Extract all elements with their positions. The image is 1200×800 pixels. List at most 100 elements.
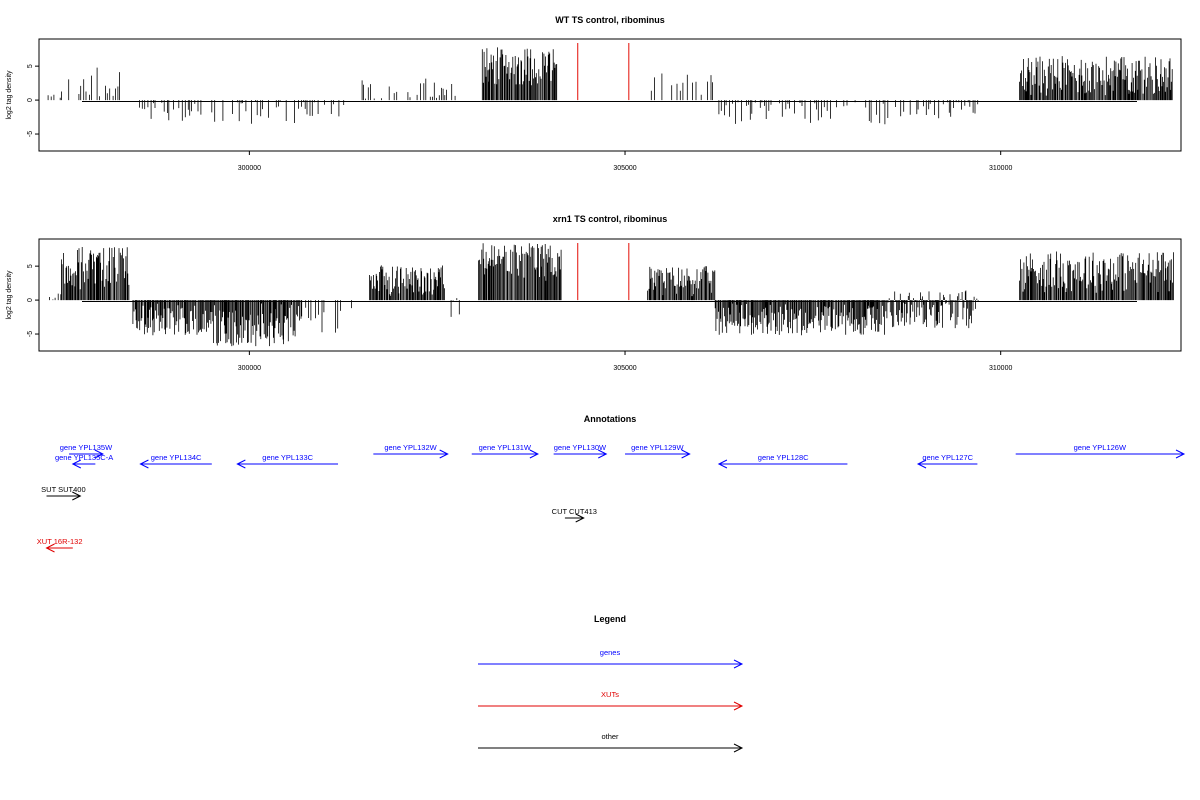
legend-items: genes XUTs other bbox=[478, 648, 744, 753]
wt-track-ylabel: log2 tag density bbox=[6, 70, 13, 120]
xrn1-track-title: xrn1 TS control, ribominus bbox=[553, 214, 668, 224]
annotation-arrow-head bbox=[45, 543, 55, 553]
legend-item: XUTs bbox=[478, 690, 744, 711]
legend-label: other bbox=[601, 732, 619, 741]
legend: Legend genes XUTs other bbox=[478, 614, 744, 753]
annotation-arrow-head bbox=[681, 449, 691, 459]
annotation-arrow-head bbox=[916, 459, 927, 469]
xrn1-track-y-axis: -5 0 5 bbox=[27, 264, 40, 337]
annotation-label: gene YPL134C bbox=[151, 453, 202, 462]
xrn1-track-panel: xrn1 TS control, ribominus log2 tag dens… bbox=[6, 214, 1182, 372]
annotation-label: gene YPL126W bbox=[1074, 443, 1127, 452]
xrn1-track-density-segment bbox=[478, 243, 562, 301]
xrn1-track-density-segment bbox=[450, 298, 460, 317]
annotation-label: gene YPL129W bbox=[631, 443, 684, 452]
annotation-feature: gene YPL129W bbox=[625, 443, 691, 459]
wt-track-density-segment bbox=[481, 47, 558, 101]
annotation-arrow-head bbox=[94, 449, 104, 459]
annotation-arrow-head bbox=[1175, 449, 1186, 459]
xrn1-track-density-segment bbox=[887, 290, 979, 329]
legend-title: Legend bbox=[594, 614, 626, 624]
legend-item: genes bbox=[478, 648, 744, 669]
wt-track-density-segment bbox=[718, 100, 889, 125]
xrn1-track-plot-frame bbox=[38, 238, 1182, 352]
annotation-label: gene YPL135W bbox=[60, 443, 113, 452]
annotation-arrow-head bbox=[529, 449, 539, 459]
annotation-label: gene YPL132W bbox=[384, 443, 437, 452]
xrn1-track-markers bbox=[577, 243, 630, 301]
legend-arrow-head bbox=[733, 659, 744, 669]
annotation-arrow-head bbox=[575, 513, 585, 523]
annotation-feature: SUT SUT400 bbox=[41, 485, 86, 501]
xrn1-track-density-segment bbox=[1019, 251, 1174, 301]
annotation-label: gene YPL128C bbox=[758, 453, 809, 462]
annotation-label: gene YPL135C-A bbox=[55, 453, 113, 462]
annotation-feature: gene YPL128C bbox=[717, 453, 848, 469]
wt-track-density-segment bbox=[895, 100, 979, 119]
wt-track-density-segment bbox=[1019, 56, 1173, 101]
xrn1-track-y-tick-label: 5 bbox=[27, 264, 34, 268]
wt-track-panel: WT TS control, ribominus log2 tag densit… bbox=[6, 15, 1182, 172]
wt-track-title: WT TS control, ribominus bbox=[555, 15, 665, 25]
annotation-label: gene YPL133C bbox=[262, 453, 313, 462]
xrn1-track-density-segment bbox=[305, 300, 352, 333]
annotation-feature: gene YPL131W bbox=[471, 443, 539, 459]
annotation-arrow-head bbox=[236, 459, 246, 469]
annotation-label: gene YPL127C bbox=[922, 453, 973, 462]
annotation-arrow-head bbox=[71, 459, 82, 469]
wt-track-x-axis: 300000 305000 310000 bbox=[238, 151, 1012, 172]
wt-track-bars bbox=[47, 47, 1173, 125]
wt-track-density-segment bbox=[650, 73, 713, 101]
xrn1-track-density-segment bbox=[647, 266, 716, 301]
xrn1-track-density-segment bbox=[211, 300, 303, 347]
annotations-title: Annotations bbox=[584, 414, 637, 424]
xrn1-track-density-segment bbox=[49, 293, 62, 301]
xrn1-track-bars bbox=[49, 243, 1174, 347]
annotation-label: gene YPL131W bbox=[479, 443, 532, 452]
wt-track-x-tick-label: 310000 bbox=[989, 165, 1012, 172]
annotation-feature: gene YPL134C bbox=[139, 453, 212, 469]
annotation-feature: gene YPL126W bbox=[1015, 443, 1186, 459]
annotation-label: CUT CUT413 bbox=[552, 507, 597, 516]
annotation-arrow-head bbox=[72, 491, 82, 501]
annotation-label: SUT SUT400 bbox=[41, 485, 85, 494]
annotation-feature: gene YPL133C bbox=[236, 453, 339, 469]
wt-track-x-tick-label: 300000 bbox=[238, 165, 261, 172]
wt-track-y-tick-label: -5 bbox=[27, 131, 34, 137]
annotation-feature: CUT CUT413 bbox=[552, 507, 597, 523]
wt-track-density-segment bbox=[139, 100, 202, 121]
wt-track-markers bbox=[577, 43, 630, 101]
annotation-feature: XUT 16R-132 bbox=[37, 537, 83, 553]
xrn1-track-y-tick-label: -5 bbox=[27, 331, 34, 337]
legend-label: XUTs bbox=[601, 690, 619, 699]
xrn1-track-x-axis: 300000 305000 310000 bbox=[238, 351, 1012, 372]
xrn1-track-density-segment bbox=[61, 247, 130, 301]
annotation-arrow-head bbox=[439, 449, 449, 459]
xrn1-track-x-tick-label: 305000 bbox=[613, 365, 636, 372]
xrn1-track-density-segment bbox=[714, 300, 888, 336]
wt-track-density-segment bbox=[91, 67, 120, 101]
annotation-label: XUT 16R-132 bbox=[37, 537, 83, 546]
wt-track-plot-frame bbox=[38, 38, 1182, 152]
xrn1-track-density-segment bbox=[132, 300, 212, 336]
annotation-feature: gene YPL135W bbox=[60, 443, 113, 459]
wt-track-density-segment bbox=[211, 100, 287, 124]
wt-track-y-tick-label: 5 bbox=[27, 64, 34, 68]
xrn1-track-x-tick-label: 300000 bbox=[238, 365, 261, 372]
wt-track-y-tick-label: 0 bbox=[27, 98, 34, 102]
xrn1-track-y-tick-label: 0 bbox=[27, 298, 34, 302]
wt-track-x-tick-label: 305000 bbox=[613, 165, 636, 172]
wt-track-density-segment bbox=[47, 94, 61, 101]
xrn1-track-ylabel: log2 tag density bbox=[6, 270, 13, 320]
annotation-arrow-head bbox=[598, 449, 608, 459]
annotation-arrow-head bbox=[139, 459, 149, 469]
annotation-feature: gene YPL132W bbox=[373, 443, 449, 459]
legend-arrow-head bbox=[733, 743, 744, 753]
annotation-feature: gene YPL127C bbox=[916, 453, 978, 469]
legend-arrow-head bbox=[733, 701, 744, 711]
annotation-feature: gene YPL135C-A bbox=[55, 453, 113, 469]
wt-track-y-axis: -5 0 5 bbox=[27, 64, 40, 137]
